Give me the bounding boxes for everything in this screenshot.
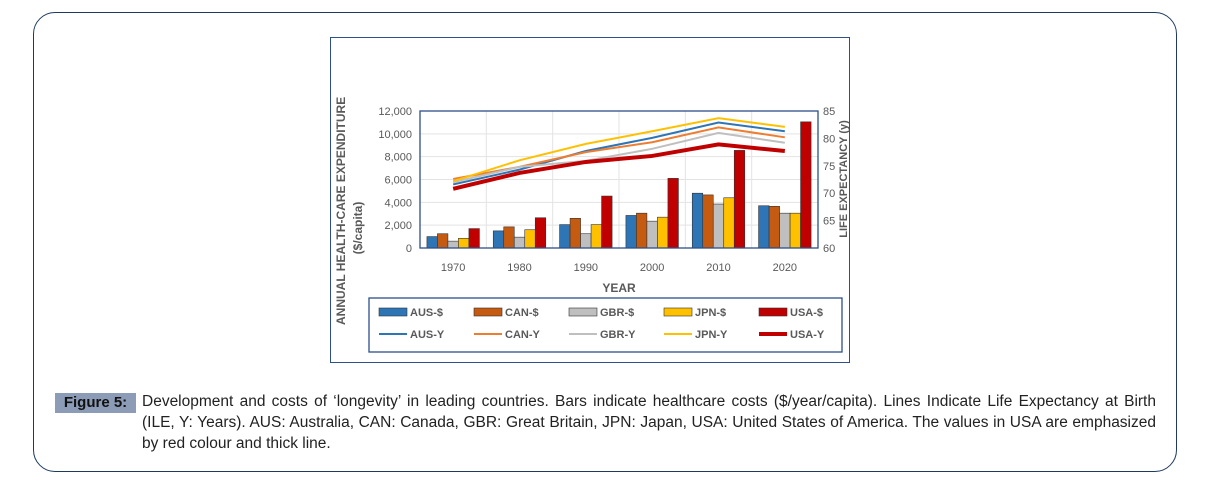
bar-usa-usd [468,228,480,249]
y2-tick-label: 85 [823,106,835,118]
legend-swatch [568,307,598,317]
chart-container: 0 2,000 4,000 6,000 8,000 10,000 12,000 60 65 70 7… [330,37,850,363]
legend-label: AUS-Y [410,329,445,341]
legend-box [368,297,843,353]
y-tick-label: 4,000 [384,197,412,209]
bar-gbr-usd [712,203,725,249]
legend-swatch [663,307,693,317]
legend-label: USA-Y [790,329,825,341]
x-tick-label: 1970 [441,262,465,274]
y-axis-subtitle: ($/capita) [351,202,365,255]
bar-can-usd [437,233,449,249]
bar-gbr-usd [513,236,526,249]
bar-gbr-usd [580,233,592,249]
line-gbr-y [452,131,785,184]
bar-gbr-usd [447,240,459,249]
y2-tick-label: 70 [823,188,835,200]
y-tick-label: 0 [406,243,412,255]
legend-label: JPN-Y [695,329,728,341]
bar-aus-usd [758,205,770,249]
bar-aus-usd [426,236,438,249]
bar-jpn-usd [590,224,602,249]
bar-can-usd [569,218,581,249]
bar-jpn-usd [458,237,470,249]
x-tick-label: 2020 [773,262,797,274]
y-tick-label: 12,000 [378,106,412,118]
legend-label: JPN-$ [695,307,726,319]
y-tick-label: 6,000 [384,175,412,187]
y2-tick-label: 60 [823,243,835,255]
x-tick-label: 2000 [640,262,664,274]
combo-chart: 0 2,000 4,000 6,000 8,000 10,000 12,000 60 65 70 7… [334,97,850,353]
bar-usa-usd [733,150,746,249]
bar-can-usd [636,212,648,249]
bar-usa-usd [800,121,812,249]
bar-jpn-usd [657,216,669,249]
y2-tick-label: 75 [823,161,835,173]
plot-area-border [419,110,819,249]
legend-swatch [378,307,408,317]
legend-label: CAN-$ [505,307,539,319]
legend-label: GBR-Y [600,329,636,341]
bar-can-usd [702,194,714,249]
legend-label: CAN-Y [505,329,540,341]
x-axis-title: YEAR [602,281,636,295]
x-tick-label: 2010 [706,262,730,274]
figure-label: Figure 5: [55,393,136,413]
x-tick-label: 1990 [574,262,598,274]
y-tick-label: 8,000 [384,152,412,164]
bar-jpn-usd [723,197,735,249]
legend-label: GBR-$ [600,307,634,319]
line-usa-y [452,142,786,191]
y-tick-label: 2,000 [384,220,412,232]
bar-usa-usd [534,217,547,249]
legend-label: AUS-$ [410,307,443,319]
bar-gbr-usd [779,212,791,249]
figure-caption: Development and costs of ‘longevity’ in … [142,393,1156,452]
bar-gbr-usd [646,220,658,249]
line-jpn-y [452,117,785,183]
bar-usa-usd [667,178,679,249]
legend-label: USA-$ [790,307,823,319]
y2-axis-title: LIFE EXPECTANCY (y) [838,120,849,238]
bar-aus-usd [492,230,505,249]
figure-frame [33,12,1177,472]
y2-tick-label: 80 [823,133,835,145]
line-aus-y [452,121,785,186]
y2-tick-label: 65 [823,216,835,228]
bar-jpn-usd [524,229,536,249]
y-axis-title: ANNUAL HEALTH-CARE EXPENDITURE [334,97,348,325]
legend-swatch [473,307,503,317]
bar-aus-usd [559,224,571,249]
x-tick-label: 1980 [507,262,531,274]
bar-can-usd [768,206,780,249]
bar-can-usd [503,226,515,249]
bar-aus-usd [691,192,704,249]
legend-swatch [758,307,788,317]
y-tick-label: 10,000 [378,129,412,141]
bar-usa-usd [601,195,613,249]
bar-aus-usd [625,215,637,249]
bar-jpn-usd [789,212,801,249]
